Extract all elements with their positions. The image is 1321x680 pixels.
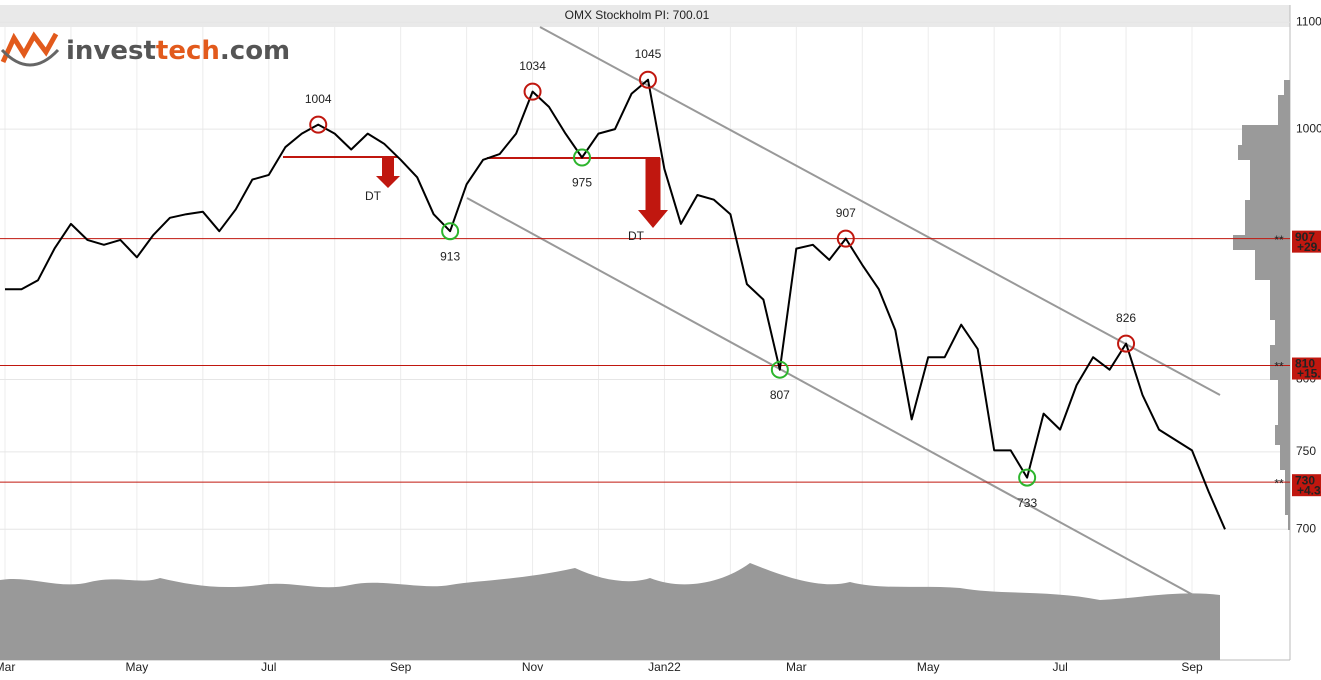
extreme-marker	[836, 229, 855, 248]
level-marker: **	[1274, 360, 1284, 374]
logo-text: investtech.com	[66, 36, 290, 66]
signal-label: DT	[365, 189, 382, 203]
extreme-marker	[573, 148, 592, 167]
x-tick-label: Sep	[1181, 660, 1203, 674]
extreme-label: 913	[440, 249, 460, 263]
signal-arrow	[376, 157, 400, 188]
extreme-label: 907	[836, 206, 856, 220]
level-box	[1292, 474, 1321, 497]
extreme-label: 975	[572, 176, 592, 190]
extreme-label: 807	[770, 388, 790, 402]
level-change: +4.3	[1297, 483, 1321, 497]
logo-part: tech	[156, 36, 220, 66]
x-tick-label: Nov	[522, 660, 543, 674]
y-tick-label: 700	[1296, 521, 1316, 535]
extreme-label: 733	[1017, 496, 1037, 510]
level-value: 907	[1295, 230, 1315, 244]
extreme-label: 1034	[519, 59, 546, 73]
trend-line	[466, 197, 1196, 597]
x-tick-label: Mar	[786, 660, 807, 674]
logo: investtech.com	[0, 31, 290, 67]
level-marker: **	[1274, 476, 1284, 490]
logo-mark	[0, 31, 59, 64]
x-tick-label: Jul	[1052, 660, 1067, 674]
level-box	[1292, 357, 1321, 380]
title-bar	[0, 5, 1290, 27]
extreme-marker	[309, 115, 328, 134]
y-tick-label: 1100	[1296, 14, 1321, 28]
signal-label: DT	[628, 229, 645, 243]
plot-layer: DT DT 1004 913 1034 975 1045 807 907 733 826	[0, 26, 1290, 597]
extreme-marker	[770, 360, 789, 379]
level-change: +29.	[1297, 240, 1321, 254]
x-tick-label: Sep	[390, 660, 412, 674]
level-box	[1292, 230, 1321, 253]
level-marker: **	[1274, 233, 1284, 247]
extreme-marker	[638, 70, 657, 89]
chart-title: OMX Stockholm PI: 700.01	[565, 8, 710, 22]
level-value: 730	[1295, 473, 1315, 487]
x-tick-label: Jul	[261, 660, 276, 674]
x-tick-label: May	[126, 660, 149, 674]
level-change: +15.	[1297, 367, 1321, 381]
y-tick-label: 750	[1296, 444, 1316, 458]
extreme-label: 1045	[635, 47, 662, 61]
level-value: 810	[1295, 357, 1315, 371]
x-tick-label: Jan22	[648, 660, 681, 674]
grid	[0, 21, 1290, 660]
extreme-marker	[441, 222, 460, 241]
extreme-marker	[1018, 468, 1037, 487]
logo-part: .com	[220, 36, 290, 66]
volume-profile	[1233, 80, 1290, 530]
price-line	[5, 78, 1226, 530]
y-tick-label: 1000	[1296, 121, 1321, 135]
x-tick-label: May	[917, 660, 940, 674]
logo-part: invest	[66, 36, 156, 66]
x-tick-label: Mar	[0, 660, 15, 674]
trend-line	[539, 26, 1221, 396]
signal-arrow	[638, 158, 668, 228]
extreme-marker	[1117, 334, 1136, 353]
logo-swoosh	[0, 48, 60, 67]
volume-area	[0, 563, 1220, 660]
extreme-label: 1004	[305, 92, 332, 106]
extreme-label: 826	[1116, 311, 1136, 325]
extreme-marker	[523, 82, 542, 101]
